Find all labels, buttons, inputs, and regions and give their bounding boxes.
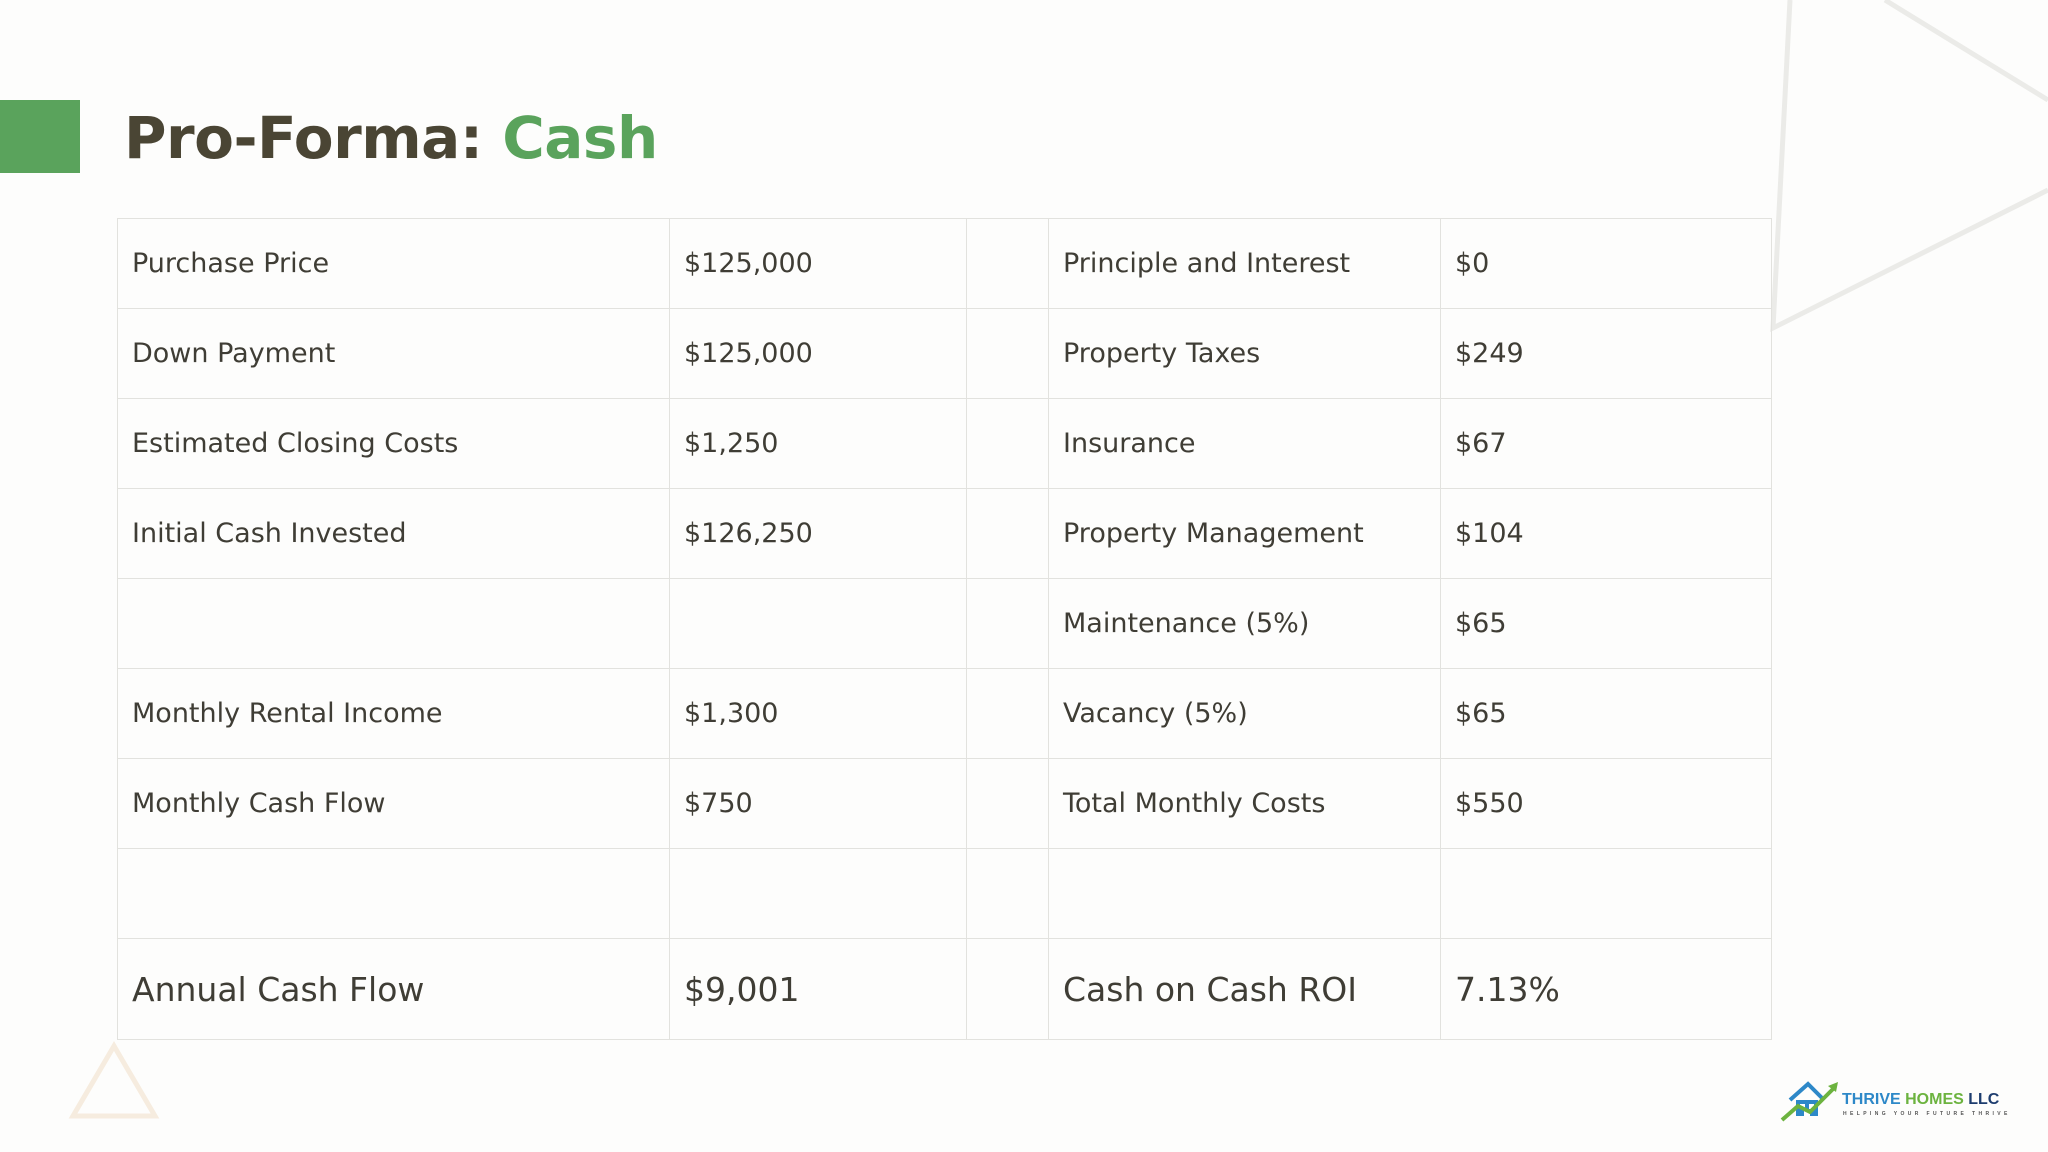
table-cell: $125,000 <box>669 218 967 309</box>
table-cell: Property Taxes <box>1048 308 1441 399</box>
table-row: Purchase Price $125,000 Principle and Inte… <box>117 218 1772 309</box>
table-cell: $125,000 <box>669 308 967 399</box>
table-cell <box>966 218 1049 309</box>
table-row: Annual Cash Flow $9,001 Cash on Cash ROI 7.… <box>117 938 1772 1040</box>
table-cell: Insurance <box>1048 398 1441 489</box>
pro-forma-table: Purchase Price $125,000 Principle and Inte… <box>117 218 1772 1040</box>
table-row: Initial Cash Invested $126,250 Property Ma… <box>117 488 1772 579</box>
table-cell: Total Monthly Costs <box>1048 758 1441 849</box>
table-cell: Property Management <box>1048 488 1441 579</box>
table-cell <box>1048 848 1441 939</box>
table-cell: 7.13% <box>1440 938 1772 1040</box>
table-cell <box>966 488 1049 579</box>
table-cell <box>966 938 1049 1040</box>
logo-tagline: HELPING YOUR FUTURE THRIVE <box>1843 1111 2011 1117</box>
table-cell <box>669 848 967 939</box>
table-row: Monthly Rental Income $1,300 Vacancy (5%) $… <box>117 668 1772 759</box>
logo-wordmark: THRIVE HOMES LLC <box>1842 1091 2000 1108</box>
table-cell: $67 <box>1440 398 1772 489</box>
table-cell: Vacancy (5%) <box>1048 668 1441 759</box>
table-cell <box>966 848 1049 939</box>
table-cell: $249 <box>1440 308 1772 399</box>
table-cell: Annual Cash Flow <box>117 938 670 1040</box>
table-cell: $1,250 <box>669 398 967 489</box>
table-cell <box>117 848 670 939</box>
title-prefix: Pro-Forma: <box>124 104 503 172</box>
pro-forma-table-wrapper: Purchase Price $125,000 Principle and Inte… <box>117 218 1772 1048</box>
table-cell <box>966 398 1049 489</box>
decorative-triangle-top-right <box>1770 0 2048 333</box>
table-cell <box>1440 848 1772 939</box>
table-body: Purchase Price $125,000 Principle and Inte… <box>117 218 1772 1040</box>
table-row: Estimated Closing Costs $1,250 Insurance $6… <box>117 398 1772 489</box>
table-cell: Cash on Cash ROI <box>1048 938 1441 1040</box>
table-cell: Down Payment <box>117 308 670 399</box>
house-arrow-icon <box>1780 1081 1838 1122</box>
page-title: Pro-Forma: Cash <box>124 96 658 180</box>
table-cell <box>117 578 670 669</box>
table-cell <box>966 758 1049 849</box>
title-accent-square <box>0 100 80 173</box>
table-cell: $550 <box>1440 758 1772 849</box>
table-cell <box>966 668 1049 759</box>
company-logo: THRIVE HOMES LLC HELPING YOUR FUTURE THR… <box>1780 1076 2010 1122</box>
table-row: Down Payment $125,000 Property Taxes $249 <box>117 308 1772 399</box>
title-accent-word: Cash <box>502 104 658 172</box>
table-cell <box>966 578 1049 669</box>
table-cell: $104 <box>1440 488 1772 579</box>
table-cell: Purchase Price <box>117 218 670 309</box>
table-cell: Monthly Cash Flow <box>117 758 670 849</box>
table-cell: $9,001 <box>669 938 967 1040</box>
table-cell: Initial Cash Invested <box>117 488 670 579</box>
decorative-line-top-right <box>1883 0 2048 103</box>
table-cell: Principle and Interest <box>1048 218 1441 309</box>
table-cell: $0 <box>1440 218 1772 309</box>
table-cell: Estimated Closing Costs <box>117 398 670 489</box>
table-cell: Maintenance (5%) <box>1048 578 1441 669</box>
decorative-triangle-bottom-left <box>68 1041 160 1119</box>
table-row: Maintenance (5%) $65 <box>117 578 1772 669</box>
table-cell <box>669 578 967 669</box>
table-cell: $126,250 <box>669 488 967 579</box>
table-row <box>117 848 1772 939</box>
table-row: Monthly Cash Flow $750 Total Monthly Costs… <box>117 758 1772 849</box>
table-cell: $65 <box>1440 578 1772 669</box>
table-cell: $1,300 <box>669 668 967 759</box>
table-cell <box>966 308 1049 399</box>
table-cell: $750 <box>669 758 967 849</box>
table-cell: $65 <box>1440 668 1772 759</box>
table-cell: Monthly Rental Income <box>117 668 670 759</box>
